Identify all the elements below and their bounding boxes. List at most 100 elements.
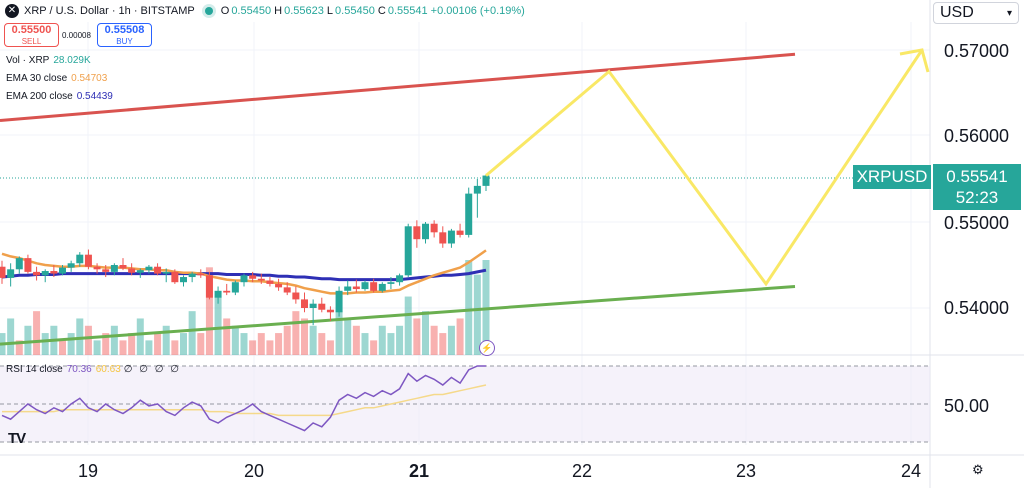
time-tick: 24 [900,461,922,481]
tradingview-logo[interactable]: TV [8,430,26,447]
candle-body [396,275,404,283]
ema200-value: 0.54439 [76,91,113,102]
trend-lines[interactable] [0,52,796,346]
volume-legend[interactable]: Vol · XRP 28.029K [6,55,91,66]
volume-bar [361,333,369,355]
buy-label: BUY [116,37,133,46]
volume-bar [275,333,283,355]
volume-bar [59,340,66,355]
sell-label: SELL [21,37,42,46]
candle-body [15,258,23,270]
volume-bar [465,260,473,355]
candle-body [465,193,473,235]
time-tick: 22 [571,461,593,481]
rsi-pane-background [0,365,930,443]
close-value: 0.55541 [387,5,428,17]
candle-body [473,185,481,194]
close-label: C [377,5,386,17]
volume-bar [370,340,378,355]
volume-bar [93,340,101,355]
volume-bar [33,311,41,355]
sell-button[interactable]: 0.55500 SELL [4,23,59,47]
symbol-price-tag: XRPUSD [853,165,931,189]
rsi-ma-line [2,384,487,417]
candle-body [102,269,110,272]
candle-body [361,282,369,290]
rsi-extra-values: ∅ ∅ ∅ ∅ [123,364,181,375]
volume-bar [231,325,239,355]
candle-body [41,271,49,276]
volume-bar [205,267,213,355]
volume-bar [162,325,170,355]
volume-bar [110,325,118,355]
candle-body [335,290,343,313]
candle-body [145,266,153,271]
candle-body [301,299,308,308]
projection-arrowhead [899,48,930,73]
resistance-line [0,52,796,123]
candle-body [136,270,144,273]
candle-body [430,223,438,233]
rsi-legend[interactable]: RSI 14 close 70.36 60.63 ∅ ∅ ∅ ∅ [6,364,181,375]
candle-body [67,263,75,268]
ema30-legend[interactable]: EMA 30 close 0.54703 [6,73,107,84]
time-tick: 23 [735,461,757,481]
low-value: 0.55450 [335,5,375,17]
currency-select[interactable]: USD ▾ [933,2,1019,24]
volume-bar [318,333,326,355]
change-value: +0.00106 (+0.19%) [430,5,525,17]
volume-bar [292,311,300,355]
candle-body [33,271,41,276]
volume-bar [447,325,455,355]
low-label: L [326,5,334,17]
buy-button[interactable]: 0.55508 BUY [97,23,152,47]
volume-bar [119,340,127,355]
lightning-icon[interactable]: ⚡ [479,340,495,356]
volume-bar [145,340,153,355]
rsi-tick: 50.00 [944,396,990,416]
support-line [0,285,796,346]
symbol-title[interactable]: XRP / U.S. Dollar · 1h · BITSTAMP [24,5,195,17]
price-tick: 0.56000 [944,126,1010,146]
volume-bar [15,340,23,355]
candle-body [249,275,257,279]
ema30-line [1,249,487,295]
high-value: 0.55623 [284,5,324,17]
settings-icon[interactable]: ⚙ [972,462,984,477]
candle-body [162,271,170,274]
rsi-line [1,365,486,432]
candle-body [154,266,162,274]
market-status-icon [204,7,213,15]
ema30-label: EMA 30 close [6,73,68,84]
ema200-legend[interactable]: EMA 200 close 0.54439 [6,91,113,102]
volume-bar [84,325,92,355]
sell-price: 0.55500 [11,24,52,36]
volume-bar [188,311,196,355]
candle-body [84,254,92,267]
ema30-value: 0.54703 [71,73,108,84]
candle-body [352,286,360,290]
candle-body [205,275,213,298]
candle-body [257,278,265,281]
candle-body [128,268,136,273]
symbol-header: ✕ XRP / U.S. Dollar · 1h · BITSTAMP O 0.5… [0,0,525,22]
candle-body [456,230,464,235]
projection-path[interactable] [485,48,930,287]
candle-body [110,265,118,272]
volume-bar [473,274,481,355]
candle-body [7,269,15,278]
candle-body [0,266,6,278]
candle-body [50,271,58,274]
volume-bar [387,333,395,355]
volume-bar [396,325,404,355]
candle-body [326,309,334,313]
volume-bar [326,340,334,355]
volume-bar [439,333,447,355]
candle-body [318,303,326,310]
candle-body [422,223,429,240]
volume-bar [301,318,308,355]
volume-bar [257,333,265,355]
volume-label: Vol · XRP [6,55,50,66]
candle-body [197,273,205,276]
